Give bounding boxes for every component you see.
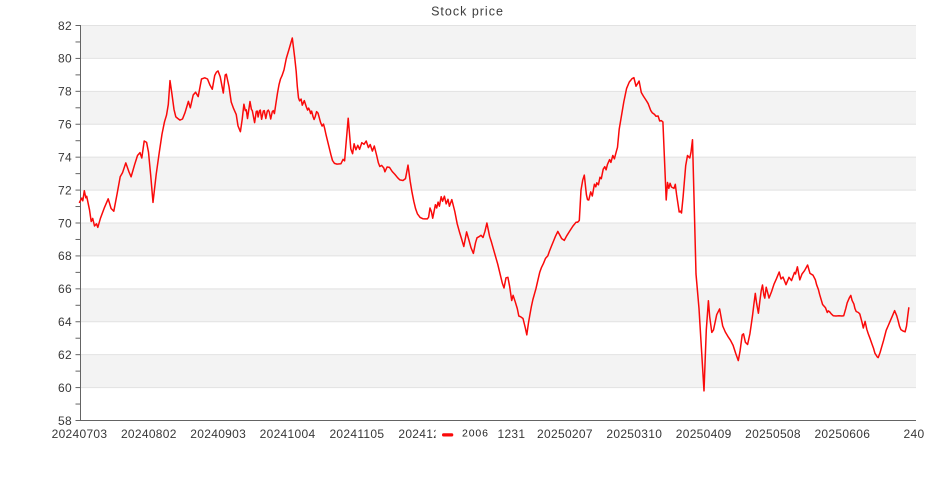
svg-text:66: 66 [58, 282, 72, 296]
svg-text:20250207: 20250207 [537, 427, 593, 441]
svg-text:20241105: 20241105 [329, 427, 384, 441]
svg-text:20250606: 20250606 [814, 427, 870, 441]
svg-text:20240703: 20240703 [52, 427, 108, 441]
svg-text:82: 82 [58, 19, 72, 33]
svg-text:240: 240 [904, 427, 925, 441]
svg-text:20241004: 20241004 [260, 427, 316, 441]
svg-text:78: 78 [58, 85, 72, 99]
svg-text:20250409: 20250409 [676, 427, 732, 441]
svg-text:20240802: 20240802 [121, 427, 177, 441]
svg-text:2006: 2006 [462, 428, 489, 440]
svg-text:72: 72 [58, 183, 72, 197]
svg-text:64: 64 [58, 315, 72, 329]
svg-text:20250508: 20250508 [745, 427, 801, 441]
svg-text:70: 70 [58, 216, 72, 230]
svg-text:68: 68 [58, 249, 72, 263]
svg-text:20240903: 20240903 [190, 427, 246, 441]
svg-text:60: 60 [58, 381, 72, 395]
svg-text:80: 80 [58, 52, 72, 66]
svg-text:58: 58 [58, 414, 72, 428]
svg-text:20250310: 20250310 [606, 427, 662, 441]
svg-text:74: 74 [58, 150, 72, 164]
svg-text:76: 76 [58, 118, 72, 132]
svg-text:Stock price: Stock price [431, 5, 504, 19]
svg-text:62: 62 [58, 348, 72, 362]
